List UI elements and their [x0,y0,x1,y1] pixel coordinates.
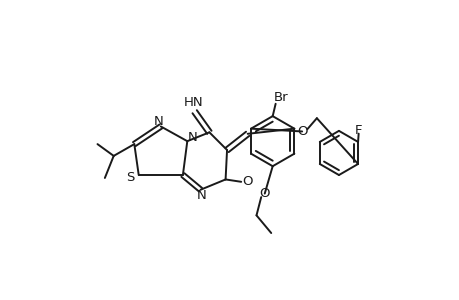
Text: O: O [296,125,307,138]
Text: O: O [259,187,269,200]
Text: N: N [187,131,197,144]
Text: S: S [126,171,134,184]
Text: F: F [354,124,362,136]
Text: HN: HN [183,96,202,110]
Text: N: N [153,115,163,128]
Text: Br: Br [273,91,288,104]
Text: N: N [197,189,207,202]
Text: O: O [242,175,252,188]
